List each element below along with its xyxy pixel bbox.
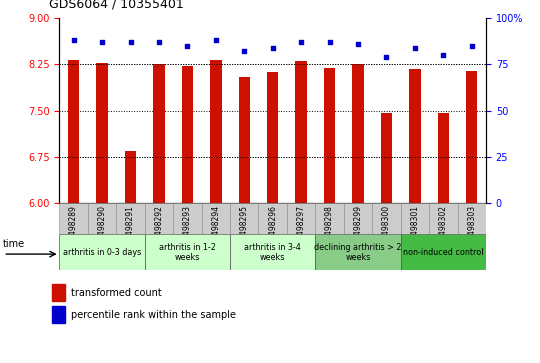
Point — [212, 37, 220, 43]
Bar — [52, 284, 65, 301]
Bar — [401, 203, 429, 234]
Text: GSM1498294: GSM1498294 — [211, 205, 220, 256]
Point — [126, 39, 135, 45]
Point — [240, 49, 248, 54]
Bar — [59, 234, 145, 270]
Bar — [352, 65, 364, 203]
Text: GDS6064 / 10355401: GDS6064 / 10355401 — [49, 0, 184, 11]
Bar — [429, 203, 457, 234]
Point — [268, 45, 277, 51]
Bar — [372, 203, 401, 234]
Point — [297, 39, 306, 45]
Text: GSM1498297: GSM1498297 — [296, 205, 306, 256]
Text: GSM1498301: GSM1498301 — [410, 205, 420, 256]
Bar — [181, 66, 193, 203]
Bar — [145, 203, 173, 234]
Point — [354, 41, 362, 47]
Bar — [230, 203, 259, 234]
Point — [468, 43, 476, 49]
Bar — [68, 60, 79, 203]
Point — [154, 39, 163, 45]
Bar — [437, 113, 449, 203]
Text: arthritis in 3-4
weeks: arthritis in 3-4 weeks — [244, 242, 301, 262]
Bar — [210, 60, 221, 203]
Bar — [259, 203, 287, 234]
Text: GSM1498298: GSM1498298 — [325, 205, 334, 256]
Bar — [409, 69, 421, 203]
Text: percentile rank within the sample: percentile rank within the sample — [71, 310, 237, 320]
Bar — [52, 306, 65, 323]
Bar — [96, 63, 108, 203]
Bar — [466, 70, 477, 203]
Text: GSM1498299: GSM1498299 — [354, 205, 362, 256]
Bar — [344, 203, 372, 234]
Text: GSM1498293: GSM1498293 — [183, 205, 192, 256]
Text: arthritis in 1-2
weeks: arthritis in 1-2 weeks — [159, 242, 216, 262]
Text: GSM1498289: GSM1498289 — [69, 205, 78, 256]
Bar — [315, 234, 401, 270]
Text: GSM1498303: GSM1498303 — [467, 205, 476, 256]
Point — [382, 54, 391, 60]
Text: GSM1498291: GSM1498291 — [126, 205, 135, 256]
Point — [183, 43, 192, 49]
Bar — [324, 68, 335, 203]
Bar — [230, 234, 315, 270]
Bar — [125, 151, 136, 203]
Bar — [116, 203, 145, 234]
Point — [98, 39, 106, 45]
Text: GSM1498292: GSM1498292 — [154, 205, 164, 256]
Text: declining arthritis > 2
weeks: declining arthritis > 2 weeks — [314, 242, 402, 262]
Bar — [239, 77, 250, 203]
Bar — [381, 113, 392, 203]
Bar — [173, 203, 201, 234]
Text: GSM1498300: GSM1498300 — [382, 205, 391, 256]
Point — [439, 52, 448, 58]
Text: non-induced control: non-induced control — [403, 248, 484, 257]
Bar — [267, 72, 279, 203]
Point — [325, 39, 334, 45]
Point — [410, 45, 419, 51]
Text: GSM1498302: GSM1498302 — [439, 205, 448, 256]
Bar — [457, 203, 486, 234]
Bar — [201, 203, 230, 234]
Text: transformed count: transformed count — [71, 288, 162, 298]
Point — [69, 37, 78, 43]
Bar — [315, 203, 344, 234]
Text: arthritis in 0-3 days: arthritis in 0-3 days — [63, 248, 141, 257]
Bar — [88, 203, 116, 234]
Text: GSM1498295: GSM1498295 — [240, 205, 249, 256]
Text: GSM1498290: GSM1498290 — [98, 205, 106, 256]
Bar — [153, 65, 165, 203]
Bar — [287, 203, 315, 234]
Text: GSM1498296: GSM1498296 — [268, 205, 277, 256]
Text: time: time — [3, 239, 25, 249]
Bar — [59, 203, 88, 234]
Bar — [401, 234, 486, 270]
Bar — [295, 61, 307, 203]
Bar — [145, 234, 230, 270]
